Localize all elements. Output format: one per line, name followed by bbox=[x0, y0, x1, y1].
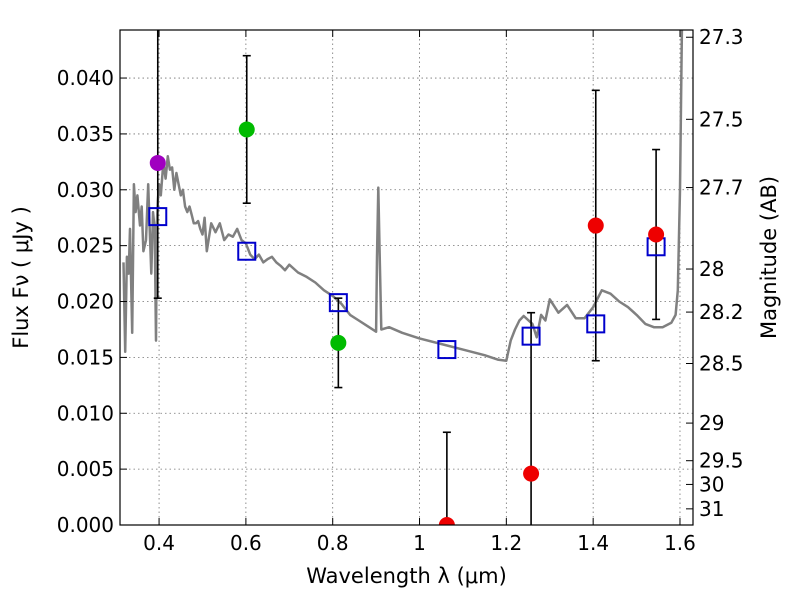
model-photometry-markers bbox=[148, 207, 666, 360]
y-tick-label: 0.020 bbox=[57, 290, 114, 314]
model-spectrum bbox=[122, 30, 684, 362]
y-tick-label: 0.040 bbox=[57, 66, 114, 90]
observed-photometry-point bbox=[587, 217, 604, 234]
observed-photometry-point bbox=[523, 465, 540, 482]
x-tick-label: 1.4 bbox=[577, 531, 609, 555]
mag-tick-label: 31 bbox=[699, 497, 724, 521]
y-tick-label: 0.030 bbox=[57, 178, 114, 202]
y-axis-label: Flux Fν ( μJy ) bbox=[9, 206, 33, 349]
mag-tick-label: 28.2 bbox=[699, 300, 744, 324]
y-tick-label: 0.035 bbox=[57, 122, 114, 146]
x-axis-label: Wavelength λ (μm) bbox=[306, 564, 507, 588]
observed-photometry-point bbox=[238, 121, 255, 138]
mag-tick-label: 30 bbox=[699, 472, 724, 496]
model-photometry-square bbox=[437, 340, 457, 360]
x-tick-label: 0.4 bbox=[143, 531, 175, 555]
y-axis-ticks: 0.000 0.005 0.010 0.015 0.020 0.025 0.030 0.035… bbox=[57, 66, 127, 537]
observed-photometry-point bbox=[438, 517, 455, 525]
x-tick-label: 1.2 bbox=[490, 531, 522, 555]
observed-photometry-markers bbox=[149, 121, 665, 525]
y-tick-label: 0.025 bbox=[57, 234, 114, 258]
x-tick-label: 0.6 bbox=[230, 531, 262, 555]
mag-tick-label: 28.5 bbox=[699, 351, 744, 375]
model-photometry-square bbox=[148, 207, 168, 227]
y-tick-label: 0.010 bbox=[57, 401, 114, 425]
model-photometry-square bbox=[521, 326, 541, 346]
y-tick-label: 0.000 bbox=[57, 513, 114, 537]
x-tick-label: 1 bbox=[413, 531, 426, 555]
mag-tick-label: 27.7 bbox=[699, 176, 744, 200]
y-tick-label: 0.005 bbox=[57, 457, 114, 481]
plot-frame bbox=[119, 29, 694, 526]
mag-tick-label: 28 bbox=[699, 257, 724, 281]
model-photometry-square bbox=[586, 314, 606, 334]
observed-photometry-point bbox=[149, 154, 166, 171]
mag-tick-label: 29.5 bbox=[699, 449, 744, 473]
x-tick-label: 0.8 bbox=[317, 531, 349, 555]
observed-photometry-point bbox=[648, 226, 665, 243]
mag-tick-label: 27.3 bbox=[699, 25, 744, 49]
x-tick-label: 1.6 bbox=[664, 531, 696, 555]
y2-axis-label: Magnitude (AB) bbox=[757, 176, 781, 339]
mag-tick-label: 29 bbox=[699, 411, 724, 435]
model-spectrum-line bbox=[122, 30, 684, 362]
model-photometry-square bbox=[237, 241, 257, 261]
model-photometry-square bbox=[328, 293, 348, 313]
y-tick-label: 0.015 bbox=[57, 345, 114, 369]
grid bbox=[120, 30, 693, 526]
mag-tick-label: 27.5 bbox=[699, 107, 744, 131]
error-bars bbox=[153, 30, 661, 525]
observed-photometry-point bbox=[330, 334, 347, 351]
x-axis-ticks: 0.4 0.6 0.8 1 1.2 1.4 1.6 bbox=[143, 30, 696, 555]
